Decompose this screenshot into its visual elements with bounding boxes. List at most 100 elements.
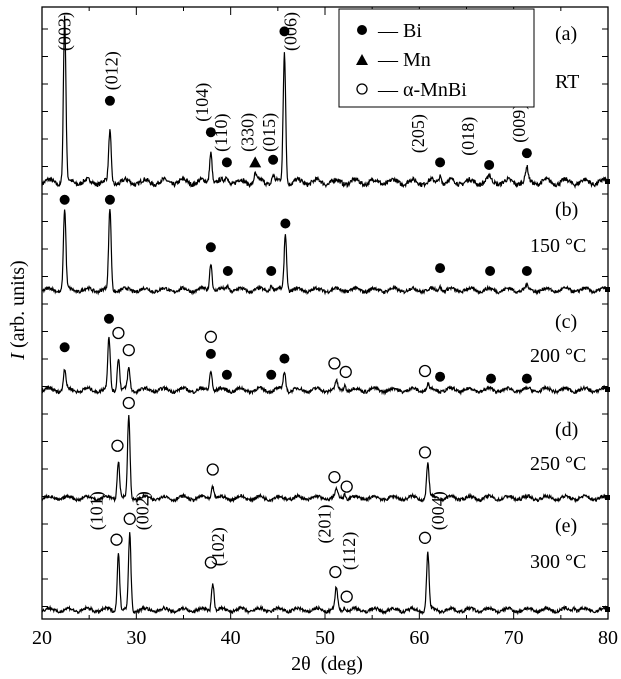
panel-temperature-e: 300 °C	[530, 551, 586, 573]
mnbi-peak-marker	[340, 590, 353, 603]
hkl-label: (330)	[237, 113, 258, 152]
mnbi-peak-marker	[112, 326, 125, 340]
legend-bi-label: — Bi	[377, 20, 422, 42]
mnbi-peak-marker	[206, 463, 219, 476]
panel-label-c: (c)	[555, 311, 577, 333]
mnbi-peak-marker	[123, 512, 136, 525]
bi-peak-marker	[205, 348, 216, 359]
bi-peak-marker	[59, 342, 70, 353]
x-tick-label: 60	[409, 627, 429, 649]
y-axis-label-symbol: I	[7, 352, 29, 361]
mnbi-peak-marker	[110, 533, 123, 546]
bi-peak-marker	[268, 154, 279, 165]
panel-temperature-a: RT	[555, 71, 579, 93]
diffraction-traces	[41, 15, 610, 616]
mnbi-peak-marker	[111, 439, 124, 452]
hkl-label: (004)	[428, 491, 449, 530]
bi-peak-marker	[279, 26, 290, 37]
x-tick-label: 50	[315, 627, 335, 649]
y-axis-label-unit: (arb. units)	[7, 260, 29, 353]
phase-markers	[59, 26, 532, 603]
legend-bi-marker	[357, 25, 367, 35]
trace-end-marker-c	[605, 387, 610, 392]
trace-end-marker-d	[605, 495, 610, 500]
hkl-label: (015)	[259, 113, 280, 152]
bi-peak-marker	[435, 371, 446, 382]
bi-peak-marker	[484, 159, 495, 170]
trace-panel-b	[41, 208, 609, 296]
trace-panel-a	[41, 15, 609, 189]
mnbi-peak-marker	[418, 531, 432, 544]
mnbi-peak-marker	[204, 330, 218, 343]
hkl-label: (112)	[339, 532, 360, 570]
trace-panel-c	[41, 336, 609, 396]
panel-label-a: (a)	[555, 23, 577, 45]
bi-peak-marker	[222, 266, 233, 276]
bi-peak-marker	[205, 242, 216, 253]
trace-end-marker-e	[605, 607, 610, 612]
x-tick-labels: 20 30 40 50 60 70 80	[32, 627, 618, 649]
x-tick-label: 40	[221, 627, 241, 649]
legend-mn-marker	[356, 54, 368, 65]
panel-labels: (a) RT (b) 150 °C (c) 200 °C (d) 250 °C (e) 300 °…	[530, 23, 586, 573]
mnbi-peak-marker	[204, 556, 218, 569]
panel-temperature-c: 200 °C	[530, 345, 586, 367]
trace-end-marker-a	[605, 179, 610, 184]
trace-end-marker-b	[605, 287, 610, 292]
bi-peak-marker	[435, 157, 446, 168]
hkl-label: (003)	[54, 12, 75, 51]
bi-peak-marker	[521, 148, 532, 159]
panel-label-d: (d)	[555, 419, 578, 441]
mnbi-peak-marker	[339, 365, 352, 379]
legend-mnbi-label: — α-MnBi	[377, 79, 467, 101]
hkl-label: (012)	[101, 51, 122, 90]
bi-peak-marker	[205, 127, 216, 138]
panel-temperature-b: 150 °C	[530, 235, 586, 257]
bi-peak-marker	[486, 373, 497, 384]
mnbi-peak-marker	[122, 343, 135, 357]
bi-peak-marker	[521, 373, 532, 384]
panel-label-e: (e)	[555, 515, 577, 537]
trace-panel-d	[41, 414, 609, 504]
hkl-label: (009)	[509, 104, 530, 143]
hkl-label: (201)	[315, 505, 336, 544]
trace-panel-e	[41, 532, 609, 616]
legend-mn-label: — Mn	[377, 49, 431, 71]
bi-peak-marker	[280, 218, 291, 229]
legend-mnbi-marker	[356, 83, 368, 95]
mnbi-peak-marker	[328, 357, 341, 370]
hkl-label: (102)	[208, 527, 229, 566]
legend: — Bi — Mn — α-MnBi	[338, 8, 535, 108]
bi-peak-marker	[435, 263, 446, 274]
x-tick-label: 20	[32, 627, 52, 649]
hkl-labels: (003) (012) (104)(110) (330) (015) (006) (205)…	[54, 12, 530, 570]
mnbi-peak-marker	[418, 446, 432, 459]
bi-peak-marker	[266, 266, 277, 276]
y-axis-label: I (arb. units)	[7, 260, 29, 360]
bi-peak-marker	[521, 266, 532, 276]
x-axis-label: 2θ (deg)	[291, 653, 363, 675]
hkl-label: (104)	[192, 83, 213, 122]
mnbi-peak-marker	[328, 470, 341, 484]
bi-peak-marker	[104, 194, 115, 205]
hkl-label: (018)	[458, 117, 479, 156]
hkl-label: (205)	[408, 114, 429, 153]
hkl-label: (110)	[211, 114, 232, 152]
bi-peak-marker	[221, 157, 232, 168]
hkl-label: (002)	[133, 491, 154, 530]
x-tick-label: 70	[504, 627, 524, 649]
legend-box	[338, 8, 535, 108]
bi-peak-marker	[266, 369, 277, 380]
hkl-label: (006)	[281, 12, 302, 51]
mnbi-peak-marker	[418, 364, 432, 378]
bi-peak-marker	[59, 194, 70, 205]
bi-peak-marker	[103, 313, 114, 324]
bi-peak-marker	[104, 95, 115, 106]
bi-peak-marker	[221, 369, 232, 380]
bi-peak-marker	[279, 353, 290, 364]
mnbi-peak-marker	[329, 565, 342, 579]
bi-peak-marker	[485, 266, 496, 276]
panel-label-b: (b)	[555, 199, 578, 221]
panel-temperature-d: 250 °C	[530, 453, 586, 475]
